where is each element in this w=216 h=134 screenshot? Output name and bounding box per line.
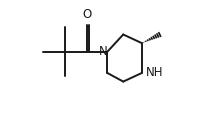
Text: N: N [99,45,108,58]
Text: NH: NH [146,66,163,79]
Text: O: O [82,8,91,21]
